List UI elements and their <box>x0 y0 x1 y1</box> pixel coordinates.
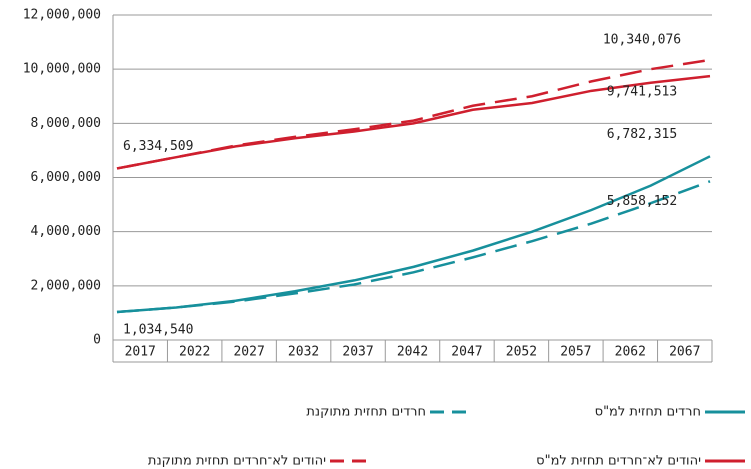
legend-label: יהודים לא־חרדים תחזית למ"ס <box>536 454 701 469</box>
series-line <box>116 180 711 314</box>
legend-label: חרדים תחזית מתוקנת <box>306 405 426 420</box>
x-tick-label: 2017 <box>125 345 156 360</box>
x-tick-label: 2062 <box>615 345 646 360</box>
x-tick-label: 2042 <box>397 345 428 360</box>
y-tick-label: 0 <box>93 333 101 348</box>
x-tick-label: 2037 <box>342 345 373 360</box>
y-tick-label: 10,000,000 <box>23 62 101 77</box>
data-label: 1,034,540 <box>123 322 193 337</box>
data-label: 6,782,315 <box>607 127 677 142</box>
y-tick-label: 8,000,000 <box>31 116 101 131</box>
series-line <box>116 58 711 170</box>
x-tick-label: 2057 <box>560 345 591 360</box>
x-tick-label: 2052 <box>506 345 537 360</box>
x-tick-label: 2047 <box>451 345 482 360</box>
data-label: 10,340,076 <box>603 32 681 47</box>
legend-label: יהודים לא־חרדים תחזית מתוקנת <box>148 454 326 469</box>
x-tick-label: 2022 <box>179 345 210 360</box>
data-label: 6,334,509 <box>123 139 193 154</box>
y-tick-label: 4,000,000 <box>31 224 101 239</box>
y-tick-label: 12,000,000 <box>23 8 101 23</box>
data-label: 9,741,513 <box>607 85 677 100</box>
x-tick-label: 2067 <box>669 345 700 360</box>
data-label: 5,858,152 <box>607 194 677 209</box>
y-tick-label: 2,000,000 <box>31 278 101 293</box>
x-tick-label: 2027 <box>233 345 264 360</box>
x-tick-label: 2032 <box>288 345 319 360</box>
y-tick-label: 6,000,000 <box>31 170 101 185</box>
legend-label: חרדים תחזית למ"ס <box>595 405 701 420</box>
series-line <box>116 155 711 314</box>
